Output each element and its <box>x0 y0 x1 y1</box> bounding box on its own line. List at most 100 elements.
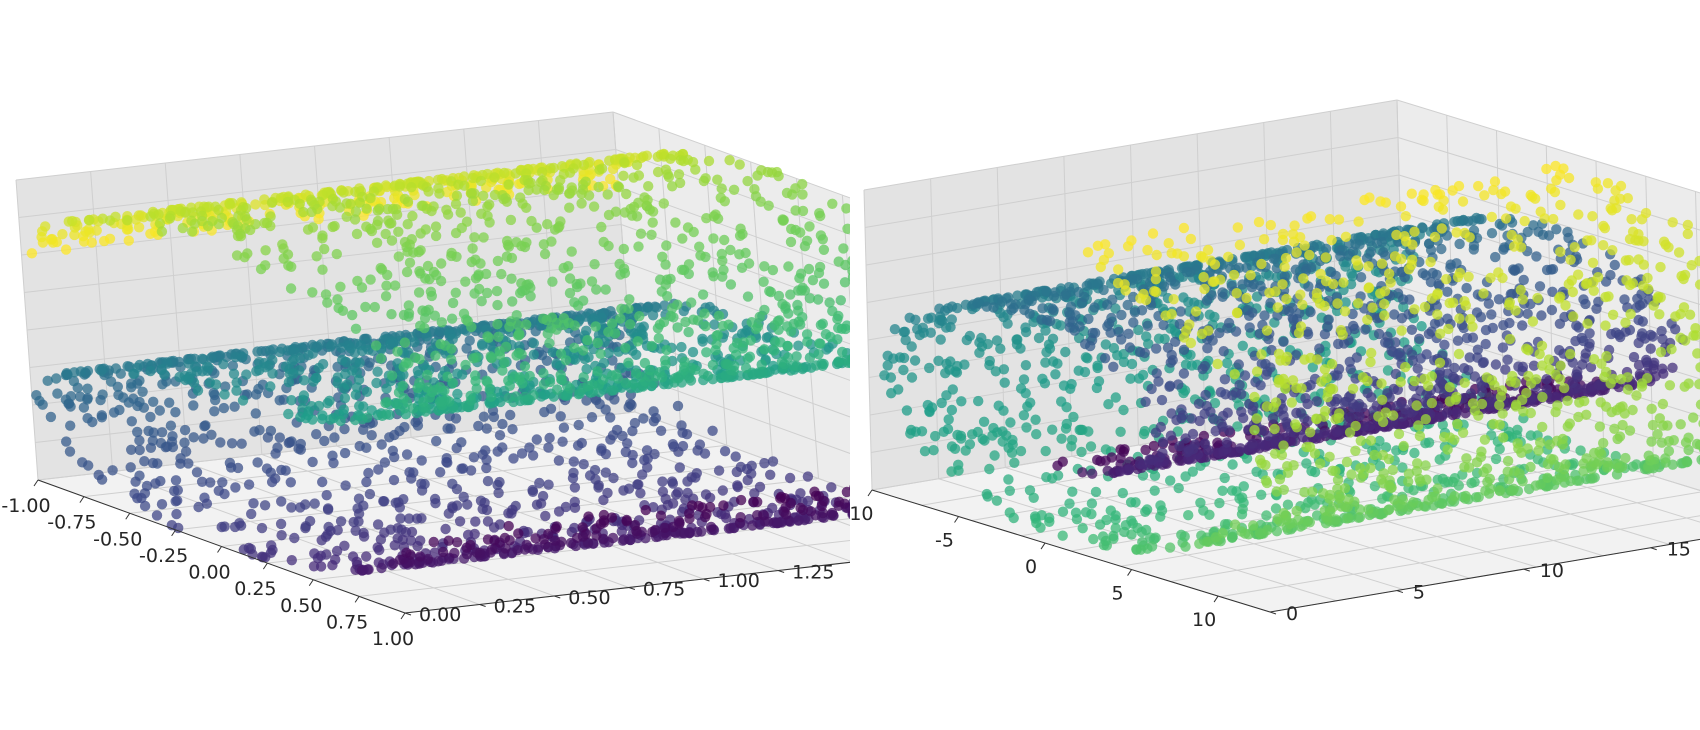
scatter-point <box>1600 223 1610 233</box>
scatter-point <box>284 438 294 448</box>
scatter-point <box>631 350 641 360</box>
scatter-point <box>1599 372 1609 382</box>
scatter-point <box>1435 329 1445 339</box>
scatter-point <box>601 284 611 294</box>
scatter-point <box>322 298 332 308</box>
scatter-point <box>402 267 412 277</box>
scatter-point <box>1555 200 1565 210</box>
scatter-point <box>713 214 723 224</box>
scatter-point <box>631 368 641 378</box>
scatter-point <box>97 474 107 484</box>
scatter-point <box>382 270 392 280</box>
scatter-point <box>1600 320 1610 330</box>
scatter-point <box>1435 454 1445 464</box>
scatter-point <box>283 197 293 207</box>
scatter-point <box>373 519 383 529</box>
scatter-point <box>778 216 788 226</box>
scatter-point <box>1565 255 1575 265</box>
scatter-point <box>583 511 593 521</box>
scatter-point <box>61 436 71 446</box>
scatter-point <box>1637 381 1647 391</box>
scatter-point <box>1451 407 1461 417</box>
y-tick-label: 0.25 <box>494 596 536 618</box>
scatter-point <box>783 261 793 271</box>
scatter-point <box>1439 340 1449 350</box>
scatter-point <box>1391 230 1401 240</box>
scatter-point <box>492 300 502 310</box>
x-tick <box>401 613 405 619</box>
scatter-point <box>171 475 181 485</box>
scatter-point <box>573 301 583 311</box>
scatter-point <box>576 189 586 199</box>
scatter-point <box>511 168 521 178</box>
scatter-point <box>659 198 669 208</box>
x-tick-label: -0.50 <box>93 528 142 550</box>
scatter-point <box>189 432 199 442</box>
scatter-point <box>1437 223 1447 233</box>
scatter-point <box>1503 456 1513 466</box>
scatter-point <box>251 389 261 399</box>
scatter-point <box>508 453 518 463</box>
scatter-point <box>1494 485 1504 495</box>
scatter-point <box>497 419 507 429</box>
scatter-point <box>372 238 382 248</box>
scatter-point <box>593 182 603 192</box>
scatter-point <box>570 355 580 365</box>
scatter-point <box>326 341 336 351</box>
scatter-point <box>470 516 480 526</box>
scatter-point <box>543 329 553 339</box>
scatter-point <box>328 458 338 468</box>
scatter-point <box>244 479 254 489</box>
scatter-point <box>827 199 837 209</box>
scatter-point <box>643 181 653 191</box>
scatter-point <box>516 241 526 251</box>
scatter-point <box>145 211 155 221</box>
scatter-point <box>373 464 383 474</box>
scatter-point <box>627 211 637 221</box>
scatter-point <box>521 540 531 550</box>
scatter-point <box>347 310 357 320</box>
scatter-point <box>1491 359 1501 369</box>
scatter-point <box>340 393 350 403</box>
scatter-point <box>504 521 514 531</box>
scatter-point <box>1462 333 1472 343</box>
scatter-point <box>365 274 375 284</box>
scatter-point <box>276 530 286 540</box>
scatter-point <box>603 327 613 337</box>
scatter-point <box>1532 293 1542 303</box>
scatter-point <box>402 449 412 459</box>
scatter-point <box>1392 401 1402 411</box>
scatter-point <box>1494 294 1504 304</box>
scatter-point <box>1513 361 1523 371</box>
scatter-point <box>725 523 735 533</box>
scatter-point <box>165 213 175 223</box>
scatter-point <box>1526 430 1536 440</box>
scatter-point <box>569 343 579 353</box>
scatter-point <box>198 433 208 443</box>
scatter-point <box>435 467 445 477</box>
scatter-point <box>1550 407 1560 417</box>
scatter-point <box>633 241 643 251</box>
scatter-point <box>126 462 136 472</box>
scatter-point <box>466 391 476 401</box>
scatter-point <box>126 445 136 455</box>
scatter-point <box>720 446 730 456</box>
scatter-point <box>833 323 843 333</box>
scatter-point <box>628 172 638 182</box>
scatter-point <box>1497 273 1507 283</box>
scatter-point <box>417 455 427 465</box>
scatter-point <box>838 243 848 253</box>
scatter-point <box>122 215 132 225</box>
x-tick <box>34 480 38 486</box>
scatter-point <box>513 528 523 538</box>
scatter-point <box>513 545 523 555</box>
scatter-point <box>619 244 629 254</box>
scatter-point <box>507 296 517 306</box>
scatter-point <box>40 221 50 231</box>
scatter-point <box>689 227 699 237</box>
scatter-point <box>314 363 324 373</box>
scatter-point <box>230 482 240 492</box>
scatter-point <box>1490 176 1500 186</box>
scatter-point <box>127 416 137 426</box>
scatter-point <box>468 353 478 363</box>
